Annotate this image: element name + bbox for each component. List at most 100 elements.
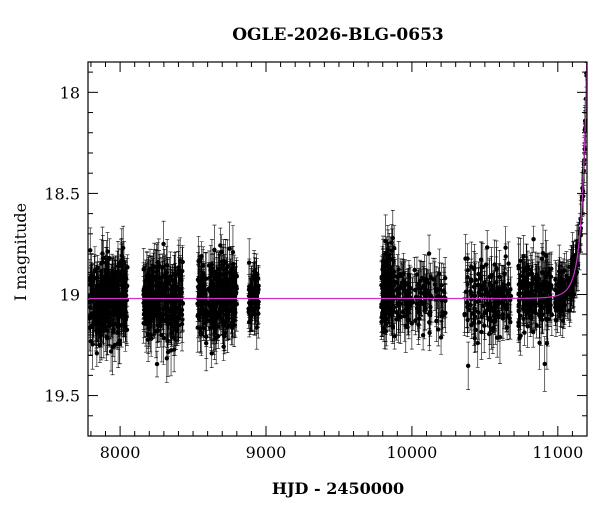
data-point xyxy=(169,331,175,336)
data-point xyxy=(174,308,179,313)
data-point xyxy=(469,292,474,298)
data-point xyxy=(503,245,508,250)
data-point xyxy=(522,330,527,335)
data-point xyxy=(212,247,217,253)
data-point xyxy=(465,274,470,280)
data-point xyxy=(94,351,100,356)
data-point xyxy=(545,270,551,276)
data-point xyxy=(484,245,490,250)
data-point xyxy=(118,291,124,297)
data-point xyxy=(100,287,105,293)
data-point xyxy=(544,285,549,290)
data-point xyxy=(229,267,235,273)
data-point xyxy=(547,289,552,294)
data-point xyxy=(109,291,114,296)
data-point xyxy=(427,330,432,336)
data-point xyxy=(482,310,488,316)
data-point xyxy=(255,287,261,292)
data-point xyxy=(156,323,161,328)
data-point xyxy=(95,327,101,332)
data-point xyxy=(113,280,118,286)
observing-season xyxy=(195,221,239,372)
data-point xyxy=(107,323,112,328)
data-point xyxy=(469,322,474,328)
x-tick-label: 10000 xyxy=(386,443,437,462)
data-point xyxy=(90,342,95,347)
axis-ticks xyxy=(88,62,588,437)
data-point xyxy=(524,299,529,305)
data-point xyxy=(418,290,424,295)
observing-season xyxy=(246,238,261,350)
data-point xyxy=(142,311,147,316)
x-axis-label: HJD - 2450000 xyxy=(272,479,404,498)
data-point xyxy=(230,291,236,296)
data-point xyxy=(382,309,388,314)
data-point xyxy=(165,349,171,355)
data-point xyxy=(255,299,260,304)
observing-season xyxy=(392,234,448,355)
data-point xyxy=(166,308,171,313)
data-point xyxy=(101,328,107,333)
data-point xyxy=(423,289,428,295)
data-point xyxy=(476,320,482,325)
data-point xyxy=(466,302,471,307)
data-point xyxy=(549,312,555,318)
data-point xyxy=(203,299,208,304)
data-point xyxy=(525,324,530,329)
data-point xyxy=(91,314,96,319)
x-tick-label: 8000 xyxy=(100,443,141,462)
data-point xyxy=(172,325,178,330)
data-point xyxy=(553,277,558,282)
error-bar xyxy=(584,62,587,63)
data-point xyxy=(251,269,257,274)
data-point xyxy=(223,298,228,304)
data-point xyxy=(88,248,93,253)
data-point xyxy=(101,255,106,261)
data-point xyxy=(516,291,521,297)
data-point xyxy=(496,299,502,304)
data-point xyxy=(542,361,547,367)
data-point xyxy=(476,290,481,295)
data-point xyxy=(407,303,413,308)
data-point xyxy=(164,262,170,268)
data-point xyxy=(97,342,103,348)
data-point xyxy=(162,272,167,278)
x-tick-label: 9000 xyxy=(246,443,287,462)
data-point xyxy=(172,291,178,297)
data-point xyxy=(558,308,563,313)
data-point xyxy=(481,323,487,328)
data-point xyxy=(227,246,232,251)
data-point xyxy=(412,267,417,273)
y-tick-label: 18 xyxy=(60,83,80,102)
data-point xyxy=(476,271,481,277)
data-point xyxy=(518,333,523,338)
data-point xyxy=(154,361,160,367)
data-point xyxy=(585,57,589,61)
data-point xyxy=(95,265,100,270)
y-tick-label: 18.5 xyxy=(44,184,80,203)
data-point xyxy=(98,303,103,309)
data-point xyxy=(437,287,442,292)
data-point xyxy=(379,315,384,320)
data-point xyxy=(489,318,494,324)
observing-season xyxy=(141,220,186,383)
data-point xyxy=(88,279,94,284)
data-point xyxy=(111,306,116,312)
data-point xyxy=(560,318,566,323)
data-point xyxy=(497,334,503,340)
data-point xyxy=(105,249,110,254)
data-point xyxy=(538,283,544,289)
data-point xyxy=(483,262,489,267)
data-point xyxy=(151,308,156,314)
data-point xyxy=(406,282,411,287)
data-point xyxy=(493,312,498,318)
data-point xyxy=(212,275,218,280)
data-point xyxy=(249,289,254,294)
data-point xyxy=(471,266,477,272)
data-point xyxy=(436,294,441,299)
data-point xyxy=(390,308,395,313)
data-point xyxy=(392,279,398,285)
data-point xyxy=(146,318,151,323)
data-point xyxy=(473,327,478,333)
data-point xyxy=(100,251,105,256)
